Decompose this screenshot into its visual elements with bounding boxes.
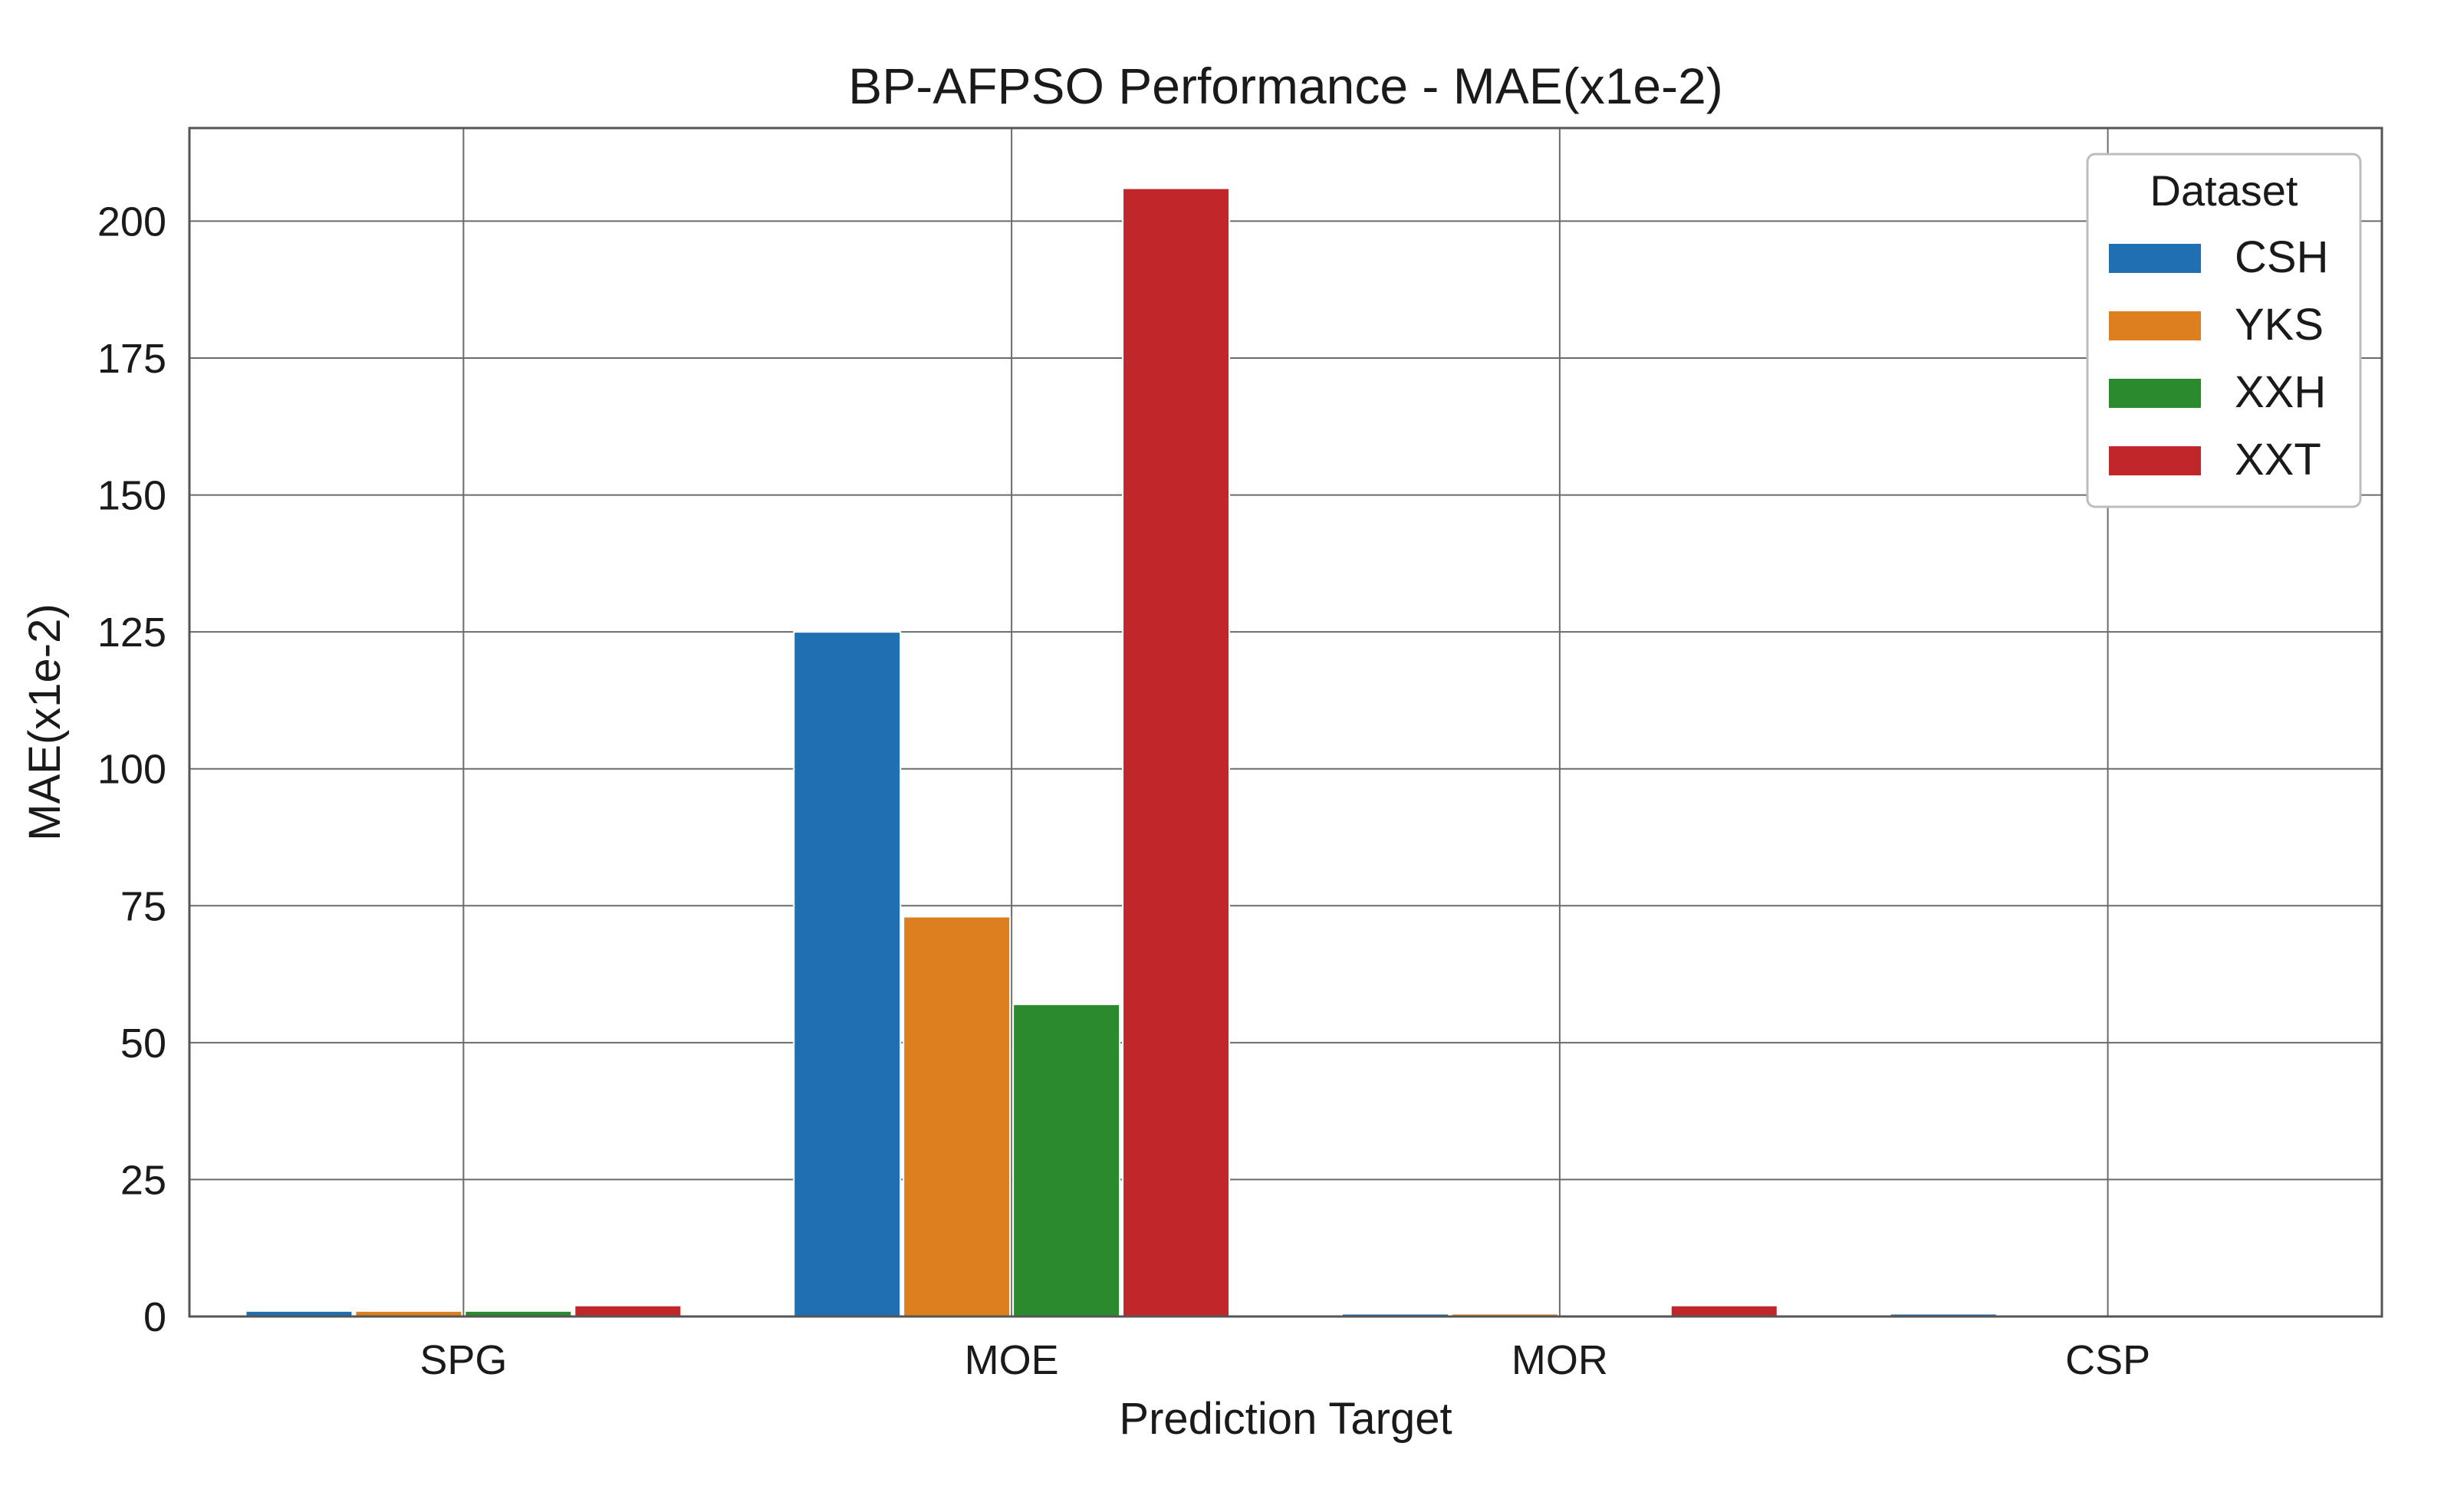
legend-swatch-yks (2109, 311, 2201, 340)
legend-label-xxh: XXH (2235, 367, 2326, 417)
y-tick-label: 125 (97, 610, 166, 656)
bar-xxt-mor (1669, 1304, 1778, 1317)
bar-xxh-moe (1012, 1003, 1121, 1318)
legend-swatch-xxh (2109, 379, 2201, 408)
legend-box (2086, 153, 2362, 508)
x-tick-label: CSP (2065, 1337, 2150, 1383)
x-tick-label: MOR (1511, 1337, 1608, 1383)
legend-label-yks: YKS (2235, 300, 2324, 350)
y-tick-label: 75 (120, 883, 166, 929)
x-axis-label: Prediction Target (1119, 1394, 1452, 1444)
bar-csh-moe (793, 631, 902, 1317)
legend-label-csh: CSH (2235, 232, 2328, 282)
legend: Dataset CSH YKS XXH XXT (2086, 153, 2362, 508)
x-tick-label: MOE (965, 1337, 1059, 1383)
y-tick-label: 0 (143, 1294, 166, 1340)
bar-xxt-spg (574, 1304, 683, 1317)
y-axis-label: MAE(x1e-2) (20, 603, 70, 840)
grid (189, 128, 2382, 1317)
legend-label-xxt: XXT (2235, 435, 2321, 485)
chart-title: BP-AFPSO Performance - MAE(x1e-2) (848, 58, 1723, 114)
legend-items: CSH YKS XXH XXT (2109, 232, 2328, 485)
legend-swatch-xxt (2109, 446, 2201, 475)
plot-frame (188, 127, 2383, 1318)
y-tick-label: 200 (97, 199, 166, 245)
legend-swatch-csh (2109, 244, 2201, 273)
bars (245, 187, 1998, 1318)
x-tick-label: SPG (419, 1337, 507, 1383)
bar-yks-moe (903, 915, 1011, 1317)
bar-xxt-moe (1122, 187, 1231, 1318)
y-tick-label: 25 (120, 1157, 166, 1203)
legend-title: Dataset (2150, 166, 2298, 215)
y-tick-label: 50 (120, 1021, 166, 1067)
y-tick-label: 150 (97, 473, 166, 519)
tick-labels: 0 25 50 75 100 125 150 175 200 SPG MOE MOR CSP (97, 199, 2150, 1383)
y-tick-label: 175 (97, 336, 166, 382)
y-tick-label: 100 (97, 747, 166, 793)
